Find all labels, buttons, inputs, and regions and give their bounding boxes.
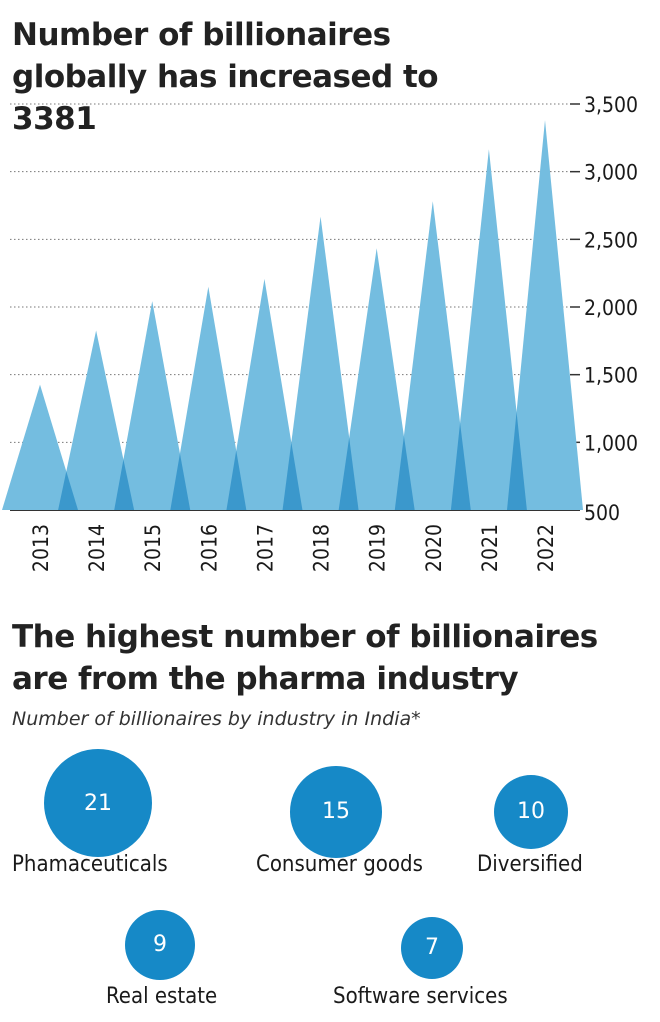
chart-title-global: Number of billionaires globally has incr… (12, 17, 439, 137)
triangle-2015 (114, 301, 191, 510)
x-tick-label-2016: 2016 (197, 524, 221, 572)
y-tick-label: 1,500 (584, 364, 638, 388)
chart-title-industry: The highest number of billionaires are f… (12, 619, 598, 697)
bubble-label-phamaceuticals: Phamaceuticals (12, 852, 168, 877)
overlap-2016-2017 (226, 450, 247, 510)
overlap-layer (58, 411, 527, 510)
billionaires-area-chart: 3,500 3,000 2,500 2,000 1,500 1,000 500 2013 201… (2, 93, 638, 572)
triangle-2017 (226, 278, 303, 510)
triangle-2014 (58, 330, 135, 510)
triangle-2019 (338, 248, 415, 511)
y-tick-label: 1,000 (584, 431, 638, 455)
triangle-2020 (394, 201, 471, 510)
overlap-2017-2018 (282, 442, 303, 510)
triangle-layer (2, 120, 583, 511)
overlap-2020-2021 (450, 422, 471, 510)
bubble-diversified: 10 (493, 774, 569, 850)
y-tick-label: 2,000 (584, 296, 638, 320)
x-tick-label-2022: 2022 (534, 524, 558, 572)
overlap-2018-2019 (338, 437, 359, 510)
y-tick-label: 2,500 (584, 228, 638, 252)
y-tick-label: 500 (584, 501, 620, 525)
bubble-software-services: 7 (400, 916, 464, 980)
overlap-2015-2016 (170, 453, 191, 510)
overlap-2013-2014 (58, 471, 78, 510)
x-tick-label-2019: 2019 (366, 524, 390, 572)
bubble-label-software-services: Software services (333, 984, 508, 1009)
overlap-2014-2015 (114, 459, 135, 510)
triangle-2021 (450, 149, 527, 510)
x-tick-label-2013: 2013 (29, 524, 53, 572)
x-tick-label-2017: 2017 (253, 524, 277, 572)
overlap-2021-2022 (507, 411, 527, 510)
x-tick-label-2015: 2015 (141, 524, 165, 572)
triangle-2018 (282, 216, 359, 510)
triangle-2016 (170, 286, 247, 510)
chart-subtitle-industry: Number of billionaires by industry in In… (12, 708, 421, 730)
x-tick-label-2021: 2021 (478, 524, 502, 572)
bubble-label-diversified: Diversified (477, 852, 583, 877)
bubble-label-real-estate: Real estate (106, 984, 218, 1009)
overlap-2019-2020 (394, 435, 415, 510)
bubble-consumer-goods: 15 (290, 766, 382, 858)
bubble-real-estate: 9 (124, 909, 196, 981)
x-tick-label-2014: 2014 (85, 524, 109, 572)
bubble-phamaceuticals: 21 (44, 749, 152, 857)
y-tick-label: 3,000 (584, 161, 638, 185)
x-tick-label-2018: 2018 (310, 524, 334, 572)
triangle-2022 (507, 120, 583, 510)
label-layer: 3,500 3,000 2,500 2,000 1,500 1,000 500 2013 201… (29, 93, 638, 572)
bubble-label-consumer-goods: Consumer goods (256, 852, 423, 877)
x-tick-label-2020: 2020 (422, 524, 446, 572)
triangle-2013 (2, 384, 78, 510)
y-tick-label: 3,500 (584, 93, 638, 117)
